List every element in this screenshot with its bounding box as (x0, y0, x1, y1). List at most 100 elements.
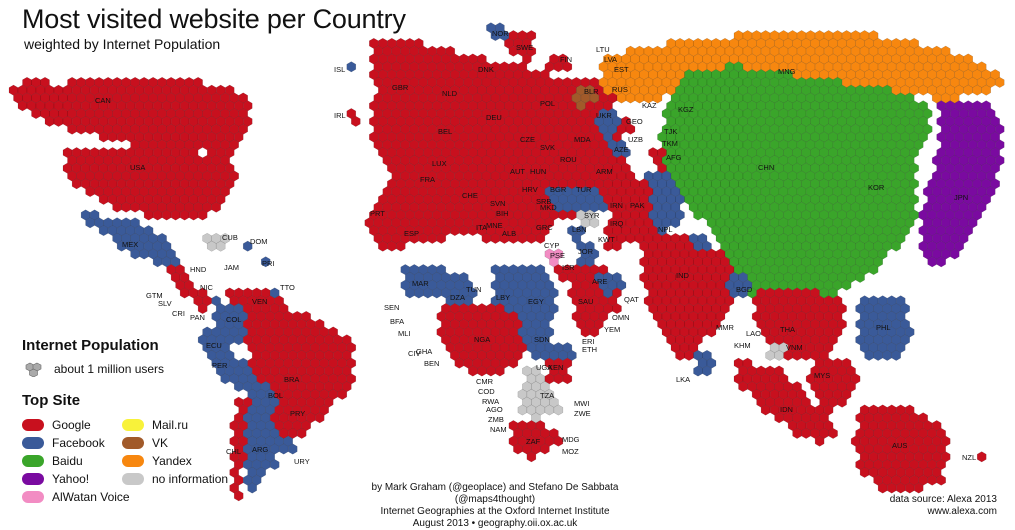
legend-item-yahoo: Yahoo! (22, 472, 89, 486)
country-label-geo: GEO (626, 117, 643, 126)
country-label-khm: KHM (734, 341, 751, 350)
legend-swatch-yahoo (22, 473, 44, 485)
hex-cell (625, 123, 636, 135)
country-label-ken: KEN (548, 363, 563, 372)
country-label-bgd: BGD (736, 285, 753, 294)
hex-cell (490, 232, 501, 244)
legend-item-mailru: Mail.ru (122, 418, 188, 432)
country-label-vnm: VNM (786, 343, 803, 352)
country-label-pse: PSE (550, 251, 565, 260)
hex-cell (895, 482, 906, 494)
country-label-blr: BLR (584, 87, 599, 96)
country-label-sdn: SDN (534, 335, 550, 344)
hex-cell (85, 123, 95, 135)
legend-label-alwatan: AlWatan Voice (52, 490, 130, 504)
hex-cell (877, 482, 888, 494)
hex-cell (486, 365, 496, 377)
legend-item-yandex: Yandex (122, 454, 192, 468)
country-label-cod: COD (478, 387, 495, 396)
country-label-tur: TUR (576, 185, 592, 194)
hex-cell (855, 271, 865, 283)
data-source-label: data source: Alexa 2013 (889, 494, 997, 505)
hex-cell (242, 240, 253, 252)
hex-cell (454, 357, 465, 369)
hex-cell (652, 92, 663, 104)
hex-cell (53, 115, 64, 127)
country-label-swe: SWE (516, 43, 533, 52)
country-label-lby: LBY (496, 293, 510, 302)
country-label-eth: ETH (582, 345, 597, 354)
country-label-nga: NGA (474, 335, 490, 344)
hex-cell (859, 466, 870, 478)
country-label-prt: PRT (370, 209, 385, 218)
country-label-alb: ALB (502, 229, 516, 238)
hex-cell (139, 248, 149, 260)
hex-cell (98, 131, 109, 143)
hex-cell (526, 451, 537, 463)
country-label-ben: BEN (424, 359, 439, 368)
country-label-est: EST (614, 65, 629, 74)
hex-cell (233, 381, 244, 393)
country-label-tkm: TKM (662, 139, 678, 148)
hex-cell (211, 201, 221, 213)
country-label-fra: FRA (420, 175, 435, 184)
country-label-bih: BIH (496, 209, 509, 218)
country-label-cmr: CMR (476, 377, 494, 386)
hex-cell (936, 256, 946, 268)
hex-cell (233, 490, 244, 502)
hex-cell (179, 209, 190, 221)
hex-cell (544, 404, 555, 416)
country-label-cze: CZE (520, 135, 535, 144)
country-label-arm: ARM (596, 167, 613, 176)
country-label-nic: NIC (200, 283, 214, 292)
hex-cell (693, 209, 703, 221)
hex-cell (837, 396, 847, 408)
country-label-ecu: ECU (206, 341, 222, 350)
hex-cell (526, 232, 537, 244)
country-label-tjk: TJK (664, 127, 677, 136)
country-label-esp: ESP (404, 229, 419, 238)
country-label-npl: NPL (658, 225, 673, 234)
country-label-jor: JOR (578, 247, 594, 256)
country-label-mdg: MDG (562, 435, 580, 444)
country-label-nzl: NZL (962, 453, 976, 462)
country-label-tha: THA (780, 325, 795, 334)
country-label-gha: GHA (416, 347, 432, 356)
country-label-zwe: ZWE (574, 409, 591, 418)
country-label-zmb: ZMB (488, 415, 504, 424)
population-legend-heading: Internet Population (22, 337, 159, 354)
country-label-ind: IND (676, 271, 690, 280)
hex-cell (625, 232, 636, 244)
hex-cell (976, 451, 987, 463)
hex-cell (868, 264, 879, 276)
country-label-mar: MAR (412, 279, 429, 288)
country-label-chn: CHN (758, 163, 774, 172)
country-label-eri: ERI (582, 337, 595, 346)
country-label-per: PER (212, 361, 228, 370)
country-label-pri: PRI (262, 259, 275, 268)
country-label-omn: OMN (612, 313, 630, 322)
hex-cell (792, 427, 802, 439)
hex-cell (904, 482, 915, 494)
hex-cell (71, 178, 82, 190)
country-label-rou: ROU (560, 155, 577, 164)
legend-label-yahoo: Yahoo! (52, 472, 90, 486)
hex-cell (774, 349, 784, 361)
country-label-tza: TZA (540, 391, 554, 400)
hex-cell (31, 108, 41, 120)
hex-cell (346, 61, 357, 73)
hex-cell (841, 279, 852, 291)
country-label-deu: DEU (486, 113, 502, 122)
legend-swatch-mailru (122, 419, 144, 431)
hexagon-cluster-icon (25, 362, 42, 377)
hex-cell (706, 326, 717, 338)
country-label-cri: CRI (172, 309, 185, 318)
country-label-hun: HUN (530, 167, 546, 176)
hex-cell (450, 225, 460, 237)
hex-cell (553, 404, 564, 416)
country-label-aus: AUS (892, 441, 907, 450)
legend-item-facebook: Facebook (22, 436, 105, 450)
legend-label-vk: VK (152, 436, 169, 450)
country-label-ury: URY (294, 457, 310, 466)
hex-cell (427, 232, 438, 244)
